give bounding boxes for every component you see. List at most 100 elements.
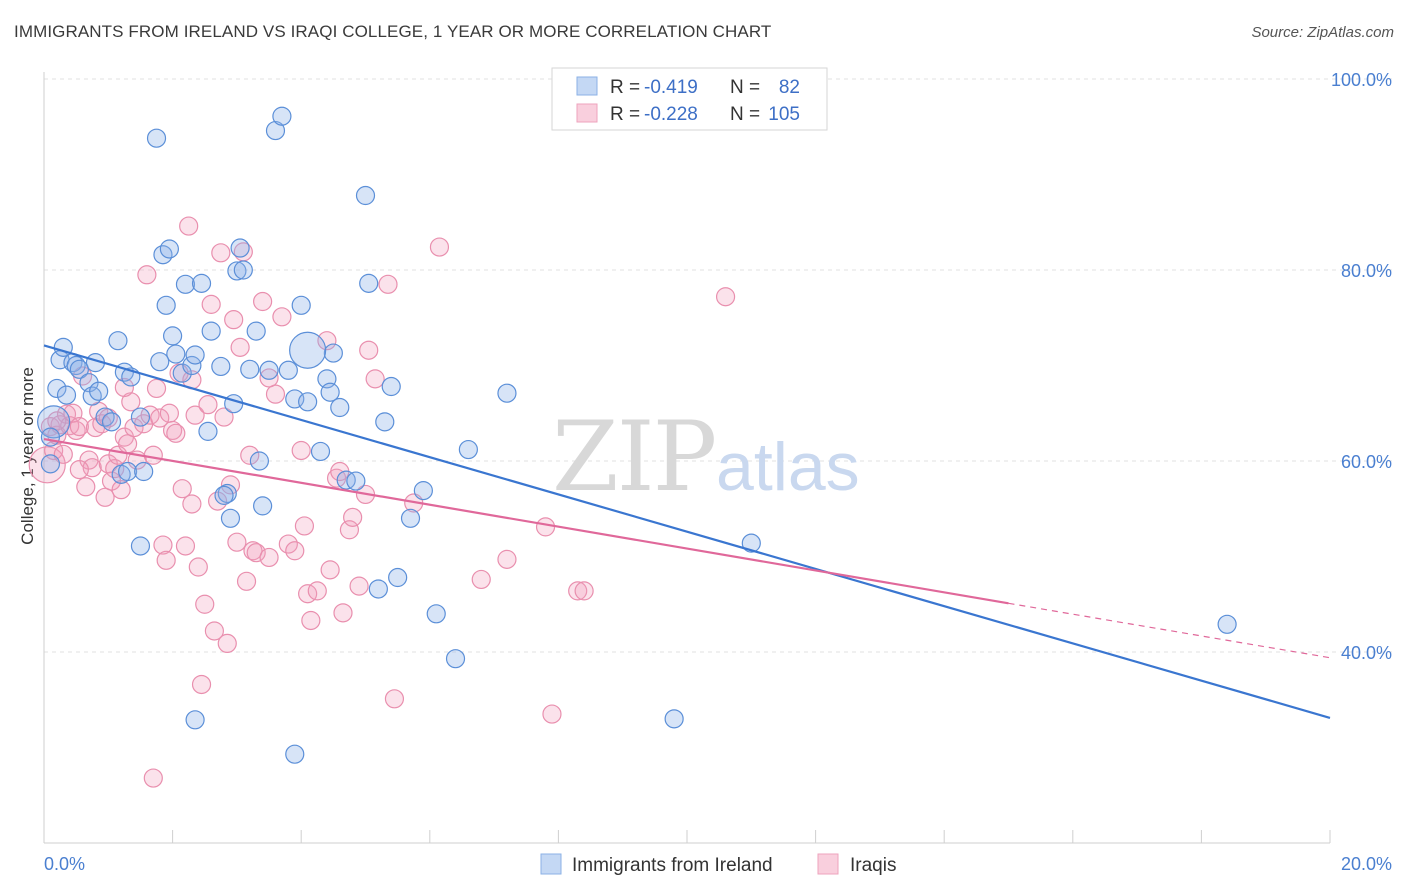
ireland-point (69, 359, 89, 379)
iraqi-point (497, 549, 517, 569)
ireland-point (330, 397, 350, 418)
iraqi-point (568, 581, 588, 601)
ireland-point (146, 128, 167, 148)
iraqi-point (214, 407, 234, 427)
ireland-point (400, 508, 421, 528)
iraqi-point (307, 581, 327, 601)
iraqi-point (349, 576, 369, 596)
iraqi-point (117, 434, 138, 454)
ireland-point (198, 421, 218, 441)
ireland-point (201, 321, 221, 341)
x-tick-label-min: 0.0% (44, 854, 85, 874)
legend-r-value-ireland: -0.419 (644, 77, 698, 98)
iraqi-point (259, 547, 279, 568)
iraqi-point (359, 340, 379, 360)
ireland-point (166, 344, 186, 364)
iraqi-point (378, 274, 398, 294)
iraqi-point (146, 378, 167, 399)
iraqi-point (191, 674, 212, 695)
ireland-point (40, 427, 61, 447)
ireland-point (323, 343, 343, 363)
chart-source: Source: ZipAtlas.com (1251, 24, 1394, 41)
ireland-point (278, 360, 298, 380)
iraqi-point (317, 331, 337, 351)
iraqi-point (294, 516, 315, 536)
iraqi-point (188, 557, 208, 577)
iraqi-point (471, 569, 491, 590)
iraqi-point (272, 307, 292, 327)
ireland-point (40, 454, 61, 474)
iraqi-point (259, 368, 279, 388)
iraqi-point (542, 704, 562, 724)
iraqi-point (111, 480, 131, 500)
legend-r-label-iraqi: R = (610, 104, 640, 125)
iraqi-point (285, 541, 305, 561)
ireland-point (253, 496, 273, 516)
ireland-point (47, 378, 67, 399)
ireland-point (240, 359, 260, 379)
iraqi-point (53, 444, 73, 464)
ireland-point (130, 407, 151, 427)
y-tick-label: 80.0% (1341, 261, 1392, 281)
ireland-point (1217, 614, 1237, 634)
ireland-point (108, 331, 128, 351)
ireland-point (381, 376, 401, 397)
iraqi-point (224, 310, 244, 330)
ireland-point (388, 567, 408, 588)
bottom-legend-swatch-iraqi (817, 853, 839, 875)
iraqi-point (301, 610, 321, 631)
bottom-legend-label-ireland: Immigrants from Ireland (572, 855, 773, 876)
ireland-point (175, 274, 196, 294)
ireland-point (664, 709, 684, 729)
ireland-point (445, 649, 466, 669)
iraqi-point (179, 216, 199, 236)
y-tick-label: 40.0% (1341, 643, 1392, 663)
iraqi-point (69, 459, 89, 480)
ireland-point (159, 239, 179, 259)
ireland-point (56, 385, 77, 405)
iraqi-point (28, 446, 66, 484)
ireland-point (289, 331, 327, 369)
ireland-point (233, 260, 253, 280)
iraqi-point (150, 408, 170, 428)
ireland-point (182, 355, 202, 376)
iraqi-point (715, 287, 736, 307)
ireland-point (265, 120, 286, 141)
legend-n-value-iraqi: 105 (768, 104, 800, 125)
ireland-point (185, 345, 205, 365)
iraqi-point (143, 445, 163, 465)
ireland-point (426, 604, 446, 624)
chart-title: IMMIGRANTS FROM IRELAND VS IRAQI COLLEGE… (14, 22, 772, 41)
iraqi-point (121, 392, 141, 412)
iraqi-point (163, 420, 183, 441)
iraqi-point (153, 535, 173, 555)
ireland-point (458, 439, 478, 460)
iraqi-point (166, 423, 186, 443)
iraqi-point (253, 291, 273, 312)
iraqi-point (217, 633, 237, 654)
bottom-legend-swatch-ireland (540, 853, 562, 875)
watermark-zip: ZIP (552, 401, 715, 513)
legend-r-label-ireland: R = (610, 77, 640, 98)
ireland-point (320, 382, 340, 402)
ireland-point (130, 536, 151, 556)
ireland-trend-line (43, 344, 1331, 719)
bottom-legend-label-iraqi: Iraqis (850, 855, 896, 876)
legend-box: R = -0.419 N = 82 R = -0.228 N = 105 (551, 67, 828, 131)
ireland-point (89, 381, 109, 401)
iraqi-point (182, 494, 202, 514)
y-tick-labels: 100.0% 80.0% 60.0% 40.0% (1331, 70, 1392, 663)
iraqi-point (230, 337, 250, 357)
ireland-points (37, 106, 1237, 764)
iraqi-point (246, 543, 266, 563)
iraqi-trend-extension (1008, 602, 1331, 659)
legend-r-value-iraqi: -0.228 (644, 104, 698, 125)
ireland-point (117, 461, 138, 482)
iraqi-point (429, 237, 450, 257)
ireland-point (336, 470, 356, 490)
watermark-atlas: atlas (716, 429, 860, 505)
iraqi-point (236, 571, 257, 591)
iraqi-point (320, 560, 340, 580)
iraqi-point (137, 265, 157, 285)
